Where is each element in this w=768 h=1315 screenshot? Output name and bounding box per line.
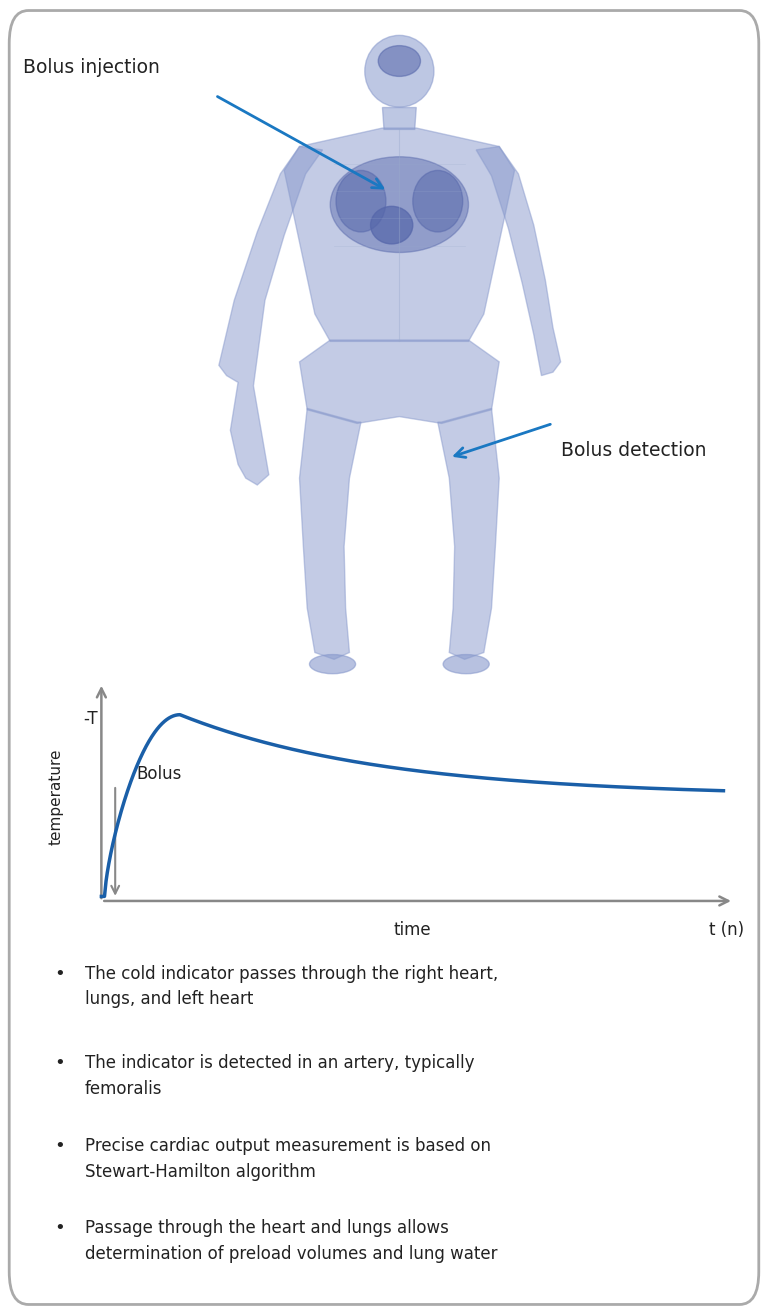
Polygon shape <box>284 128 515 342</box>
Text: time: time <box>394 922 431 939</box>
Text: Bolus detection: Bolus detection <box>561 442 706 460</box>
Polygon shape <box>300 409 361 659</box>
Ellipse shape <box>379 46 421 76</box>
Polygon shape <box>382 108 416 129</box>
Text: The cold indicator passes through the right heart,
lungs, and left heart: The cold indicator passes through the ri… <box>84 965 498 1009</box>
Text: •: • <box>55 1219 65 1237</box>
Text: Bolus: Bolus <box>136 765 181 782</box>
Ellipse shape <box>371 206 413 245</box>
Text: •: • <box>55 1055 65 1073</box>
Ellipse shape <box>443 655 489 673</box>
Text: t (n): t (n) <box>709 922 744 939</box>
Ellipse shape <box>330 156 468 252</box>
Ellipse shape <box>413 171 462 231</box>
Polygon shape <box>438 409 499 659</box>
Text: Passage through the heart and lungs allows
determination of preload volumes and : Passage through the heart and lungs allo… <box>84 1219 498 1264</box>
Ellipse shape <box>365 36 434 108</box>
Polygon shape <box>219 146 323 485</box>
Ellipse shape <box>336 171 386 231</box>
Text: •: • <box>55 1137 65 1155</box>
Ellipse shape <box>310 655 356 673</box>
Text: -T: -T <box>83 710 98 729</box>
Text: temperature: temperature <box>49 748 64 844</box>
Text: Bolus injection: Bolus injection <box>23 58 160 78</box>
Polygon shape <box>300 341 499 423</box>
Text: •: • <box>55 965 65 982</box>
Text: The indicator is detected in an artery, typically
femoralis: The indicator is detected in an artery, … <box>84 1055 475 1098</box>
Polygon shape <box>476 146 561 376</box>
Text: Precise cardiac output measurement is based on
Stewart-Hamilton algorithm: Precise cardiac output measurement is ba… <box>84 1137 491 1181</box>
